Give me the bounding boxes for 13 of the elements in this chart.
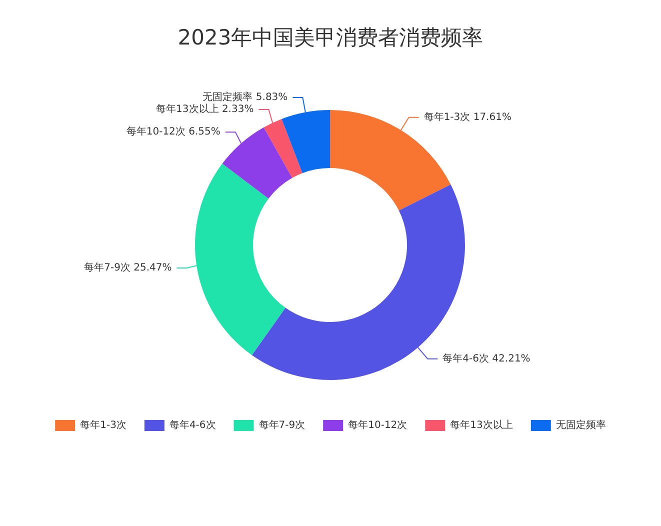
category-label: 每年4-6次 42.21% (442, 353, 530, 364)
category-label: 每年7-9次 25.47% (84, 262, 172, 274)
category-label: 每年10-12次 6.55% (126, 126, 220, 138)
category-label: 无固定频率 5.83% (202, 92, 288, 104)
category-label: 每年1-3次 17.61% (424, 112, 512, 123)
legend-label: 每年1-3次 (80, 419, 126, 431)
legend-label: 每年10-12次 (348, 419, 408, 431)
legend-label: 无固定频率 (556, 419, 606, 431)
legend-label: 每年13次以上 (450, 419, 513, 431)
chart-title: 2023年中国美甲消费者消费频率 (178, 26, 484, 50)
legend-label: 每年7-9次 (258, 419, 306, 431)
category-label: 每年13次以上 2.33% (156, 104, 254, 116)
legend-label: 每年4-6次 (169, 419, 216, 431)
